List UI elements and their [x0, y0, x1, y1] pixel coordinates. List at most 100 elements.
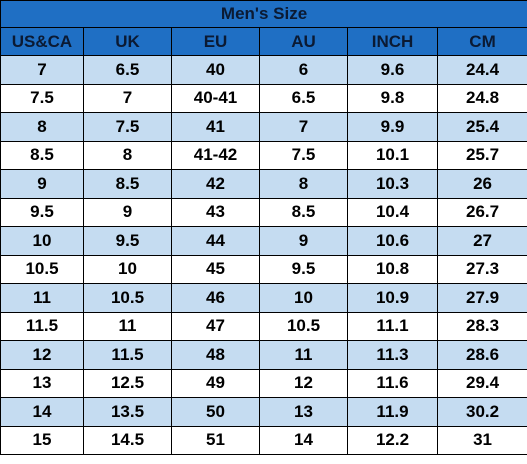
cell-eu: 41 — [171, 112, 260, 142]
cell-inch: 11.6 — [347, 368, 438, 398]
cell-uk: 7 — [83, 83, 172, 113]
cell-cm: 25.7 — [436, 140, 527, 170]
cell-eu: 42 — [171, 169, 260, 199]
cell-au: 7 — [259, 112, 348, 142]
table-row: 11.5 11 47 10.5 11.1 28.3 — [0, 311, 527, 341]
cell-eu: 40-41 — [171, 83, 260, 113]
cell-uk: 12.5 — [83, 368, 172, 398]
cell-us-ca: 7.5 — [0, 83, 84, 113]
cell-uk: 8.5 — [83, 169, 172, 199]
header-uk: UK — [83, 27, 172, 56]
cell-uk: 13.5 — [83, 397, 172, 427]
table-row: 9.5 9 43 8.5 10.4 26.7 — [0, 197, 527, 227]
cell-us-ca: 11.5 — [0, 311, 84, 341]
table-row: 10.5 10 45 9.5 10.8 27.3 — [0, 254, 527, 284]
cell-uk: 10.5 — [83, 283, 172, 313]
cell-inch: 11.1 — [347, 311, 438, 341]
table-row: 8 7.5 41 7 9.9 25.4 — [0, 112, 527, 142]
cell-us-ca: 9 — [0, 169, 84, 199]
cell-au: 6 — [259, 55, 348, 85]
cell-eu: 47 — [171, 311, 260, 341]
table-row: 7.5 7 40-41 6.5 9.8 24.8 — [0, 83, 527, 113]
table-row: 13 12.5 49 12 11.6 29.4 — [0, 368, 527, 398]
cell-eu: 45 — [171, 254, 260, 284]
cell-inch: 11.9 — [347, 397, 438, 427]
cell-eu: 40 — [171, 55, 260, 85]
title-row: Men's Size — [0, 0, 527, 28]
cell-eu: 50 — [171, 397, 260, 427]
cell-au: 14 — [259, 425, 348, 455]
cell-cm: 28.6 — [436, 340, 527, 370]
cell-cm: 26 — [436, 169, 527, 199]
cell-us-ca: 10.5 — [0, 254, 84, 284]
cell-au: 13 — [259, 397, 348, 427]
cell-eu: 41-42 — [171, 140, 260, 170]
cell-uk: 11.5 — [83, 340, 172, 370]
cell-uk: 9.5 — [83, 226, 172, 256]
table-row: 12 11.5 48 11 11.3 28.6 — [0, 340, 527, 370]
cell-uk: 8 — [83, 140, 172, 170]
cell-inch: 10.3 — [347, 169, 438, 199]
cell-au: 10 — [259, 283, 348, 313]
cell-eu: 51 — [171, 425, 260, 455]
header-eu: EU — [171, 27, 260, 56]
cell-us-ca: 9.5 — [0, 197, 84, 227]
cell-inch: 10.8 — [347, 254, 438, 284]
cell-au: 12 — [259, 368, 348, 398]
cell-inch: 11.3 — [347, 340, 438, 370]
cell-us-ca: 7 — [0, 55, 84, 85]
cell-au: 7.5 — [259, 140, 348, 170]
cell-cm: 26.7 — [436, 197, 527, 227]
table-body: 7 6.5 40 6 9.6 24.4 7.5 7 40-41 6.5 9.8 24.8 8 7.5 41 7… — [0, 55, 527, 455]
table-row: 10 9.5 44 9 10.6 27 — [0, 226, 527, 256]
header-us-ca: US&CA — [0, 27, 84, 56]
cell-au: 9.5 — [259, 254, 348, 284]
cell-cm: 30.2 — [436, 397, 527, 427]
table-row: 14 13.5 50 13 11.9 30.2 — [0, 397, 527, 427]
table-row: 8.5 8 41-42 7.5 10.1 25.7 — [0, 140, 527, 170]
table-row: 7 6.5 40 6 9.6 24.4 — [0, 55, 527, 85]
cell-au: 10.5 — [259, 311, 348, 341]
table-row: 11 10.5 46 10 10.9 27.9 — [0, 283, 527, 313]
cell-eu: 48 — [171, 340, 260, 370]
cell-cm: 25.4 — [436, 112, 527, 142]
cell-au: 8.5 — [259, 197, 348, 227]
cell-cm: 24.4 — [436, 55, 527, 85]
cell-cm: 24.8 — [436, 83, 527, 113]
cell-inch: 12.2 — [347, 425, 438, 455]
cell-cm: 27 — [436, 226, 527, 256]
cell-uk: 14.5 — [83, 425, 172, 455]
cell-us-ca: 15 — [0, 425, 84, 455]
header-cm: CM — [436, 27, 527, 56]
cell-cm: 29.4 — [436, 368, 527, 398]
table-row: 15 14.5 51 14 12.2 31 — [0, 425, 527, 455]
cell-au: 9 — [259, 226, 348, 256]
cell-inch: 10.4 — [347, 197, 438, 227]
cell-au: 11 — [259, 340, 348, 370]
cell-inch: 9.8 — [347, 83, 438, 113]
cell-cm: 31 — [436, 425, 527, 455]
cell-us-ca: 12 — [0, 340, 84, 370]
header-au: AU — [259, 27, 348, 56]
cell-uk: 11 — [83, 311, 172, 341]
cell-us-ca: 13 — [0, 368, 84, 398]
header-inch: INCH — [347, 27, 438, 56]
cell-us-ca: 14 — [0, 397, 84, 427]
cell-eu: 44 — [171, 226, 260, 256]
cell-au: 6.5 — [259, 83, 348, 113]
cell-cm: 28.3 — [436, 311, 527, 341]
cell-eu: 46 — [171, 283, 260, 313]
cell-us-ca: 11 — [0, 283, 84, 313]
cell-inch: 10.1 — [347, 140, 438, 170]
cell-au: 8 — [259, 169, 348, 199]
cell-us-ca: 8 — [0, 112, 84, 142]
cell-uk: 10 — [83, 254, 172, 284]
cell-inch: 9.9 — [347, 112, 438, 142]
cell-inch: 9.6 — [347, 55, 438, 85]
cell-inch: 10.6 — [347, 226, 438, 256]
cell-eu: 49 — [171, 368, 260, 398]
table-title: Men's Size — [0, 0, 527, 28]
cell-us-ca: 10 — [0, 226, 84, 256]
